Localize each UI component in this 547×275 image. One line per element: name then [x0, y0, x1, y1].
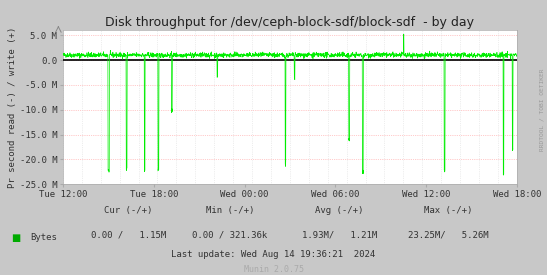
- Text: RRDTOOL / TOBI OETIKER: RRDTOOL / TOBI OETIKER: [539, 69, 544, 151]
- Text: Min (-/+): Min (-/+): [206, 206, 254, 215]
- Text: Last update: Wed Aug 14 19:36:21  2024: Last update: Wed Aug 14 19:36:21 2024: [171, 250, 376, 259]
- Text: ■: ■: [11, 233, 20, 243]
- Text: Max (-/+): Max (-/+): [424, 206, 473, 215]
- Text: 1.93M/   1.21M: 1.93M/ 1.21M: [301, 231, 377, 240]
- Text: 0.00 /   1.15M: 0.00 / 1.15M: [91, 231, 166, 240]
- Text: 0.00 / 321.36k: 0.00 / 321.36k: [192, 231, 267, 240]
- Text: 23.25M/   5.26M: 23.25M/ 5.26M: [408, 231, 489, 240]
- Y-axis label: Pr second read (-) / write (+): Pr second read (-) / write (+): [8, 27, 17, 188]
- Text: Cur (-/+): Cur (-/+): [104, 206, 153, 215]
- Text: Avg (-/+): Avg (-/+): [315, 206, 363, 215]
- Title: Disk throughput for /dev/ceph-block-sdf/block-sdf  - by day: Disk throughput for /dev/ceph-block-sdf/…: [106, 16, 474, 29]
- Text: Munin 2.0.75: Munin 2.0.75: [243, 265, 304, 274]
- Text: Bytes: Bytes: [30, 233, 57, 242]
